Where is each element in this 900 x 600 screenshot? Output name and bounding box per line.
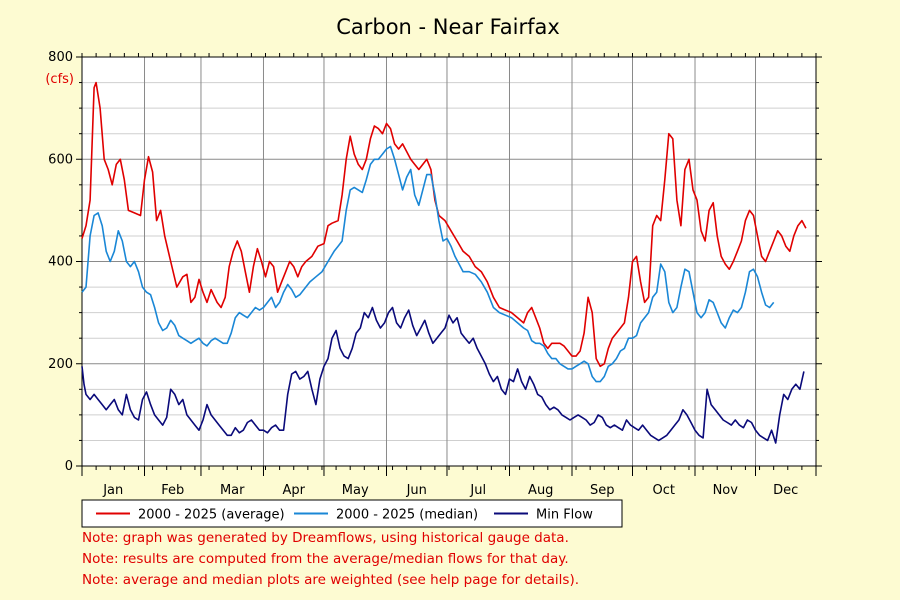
legend: 2000 - 2025 (average) 2000 - 2025 (median… [81,499,623,528]
x-tick-label-dec: Dec [773,483,798,498]
x-tick-label-oct: Oct [653,483,675,498]
chart-title: Carbon - Near Fairfax [336,15,560,39]
series-line-2 [81,306,805,444]
legend-label-1: 2000 - 2025 (median) [336,508,478,523]
x-tick-label-sep: Sep [590,483,615,498]
note-line-3: Note: average and median plots are weigh… [82,572,580,588]
y-tick-label: 600 [48,152,73,167]
y-tick-label: 200 [48,357,73,372]
grid [82,57,816,466]
axes: 0 200 400 600 800 Jan Feb Mar Apr May Jun Jul Aug Sep… [48,50,822,498]
x-tick-label-apr: Apr [282,483,305,498]
x-tick-label-jun: Jun [406,483,427,498]
x-tick-label-jan: Jan [102,483,123,498]
x-tick-label-may: May [342,483,369,498]
legend-box [81,499,623,528]
legend-label-2: Min Flow [536,508,593,523]
x-tick-label-nov: Nov [713,483,739,498]
y-tick-label: 0 [65,459,73,474]
legend-label-0: 2000 - 2025 (average) [138,508,285,523]
x-tick-label-mar: Mar [220,483,245,498]
y-tick-label: 800 [48,50,73,65]
x-tick-label-feb: Feb [161,483,184,498]
x-tick-label-jul: Jul [469,483,486,498]
x-tick-label-aug: Aug [528,483,553,498]
note-line-1: Note: graph was generated by Dreamflows,… [82,530,569,546]
series-lines [81,81,807,444]
y-tick-label: 400 [48,255,73,270]
y-axis-unit-label: (cfs) [45,72,74,87]
series-line-1 [81,145,775,383]
note-line-2: Note: results are computed from the aver… [82,551,569,567]
